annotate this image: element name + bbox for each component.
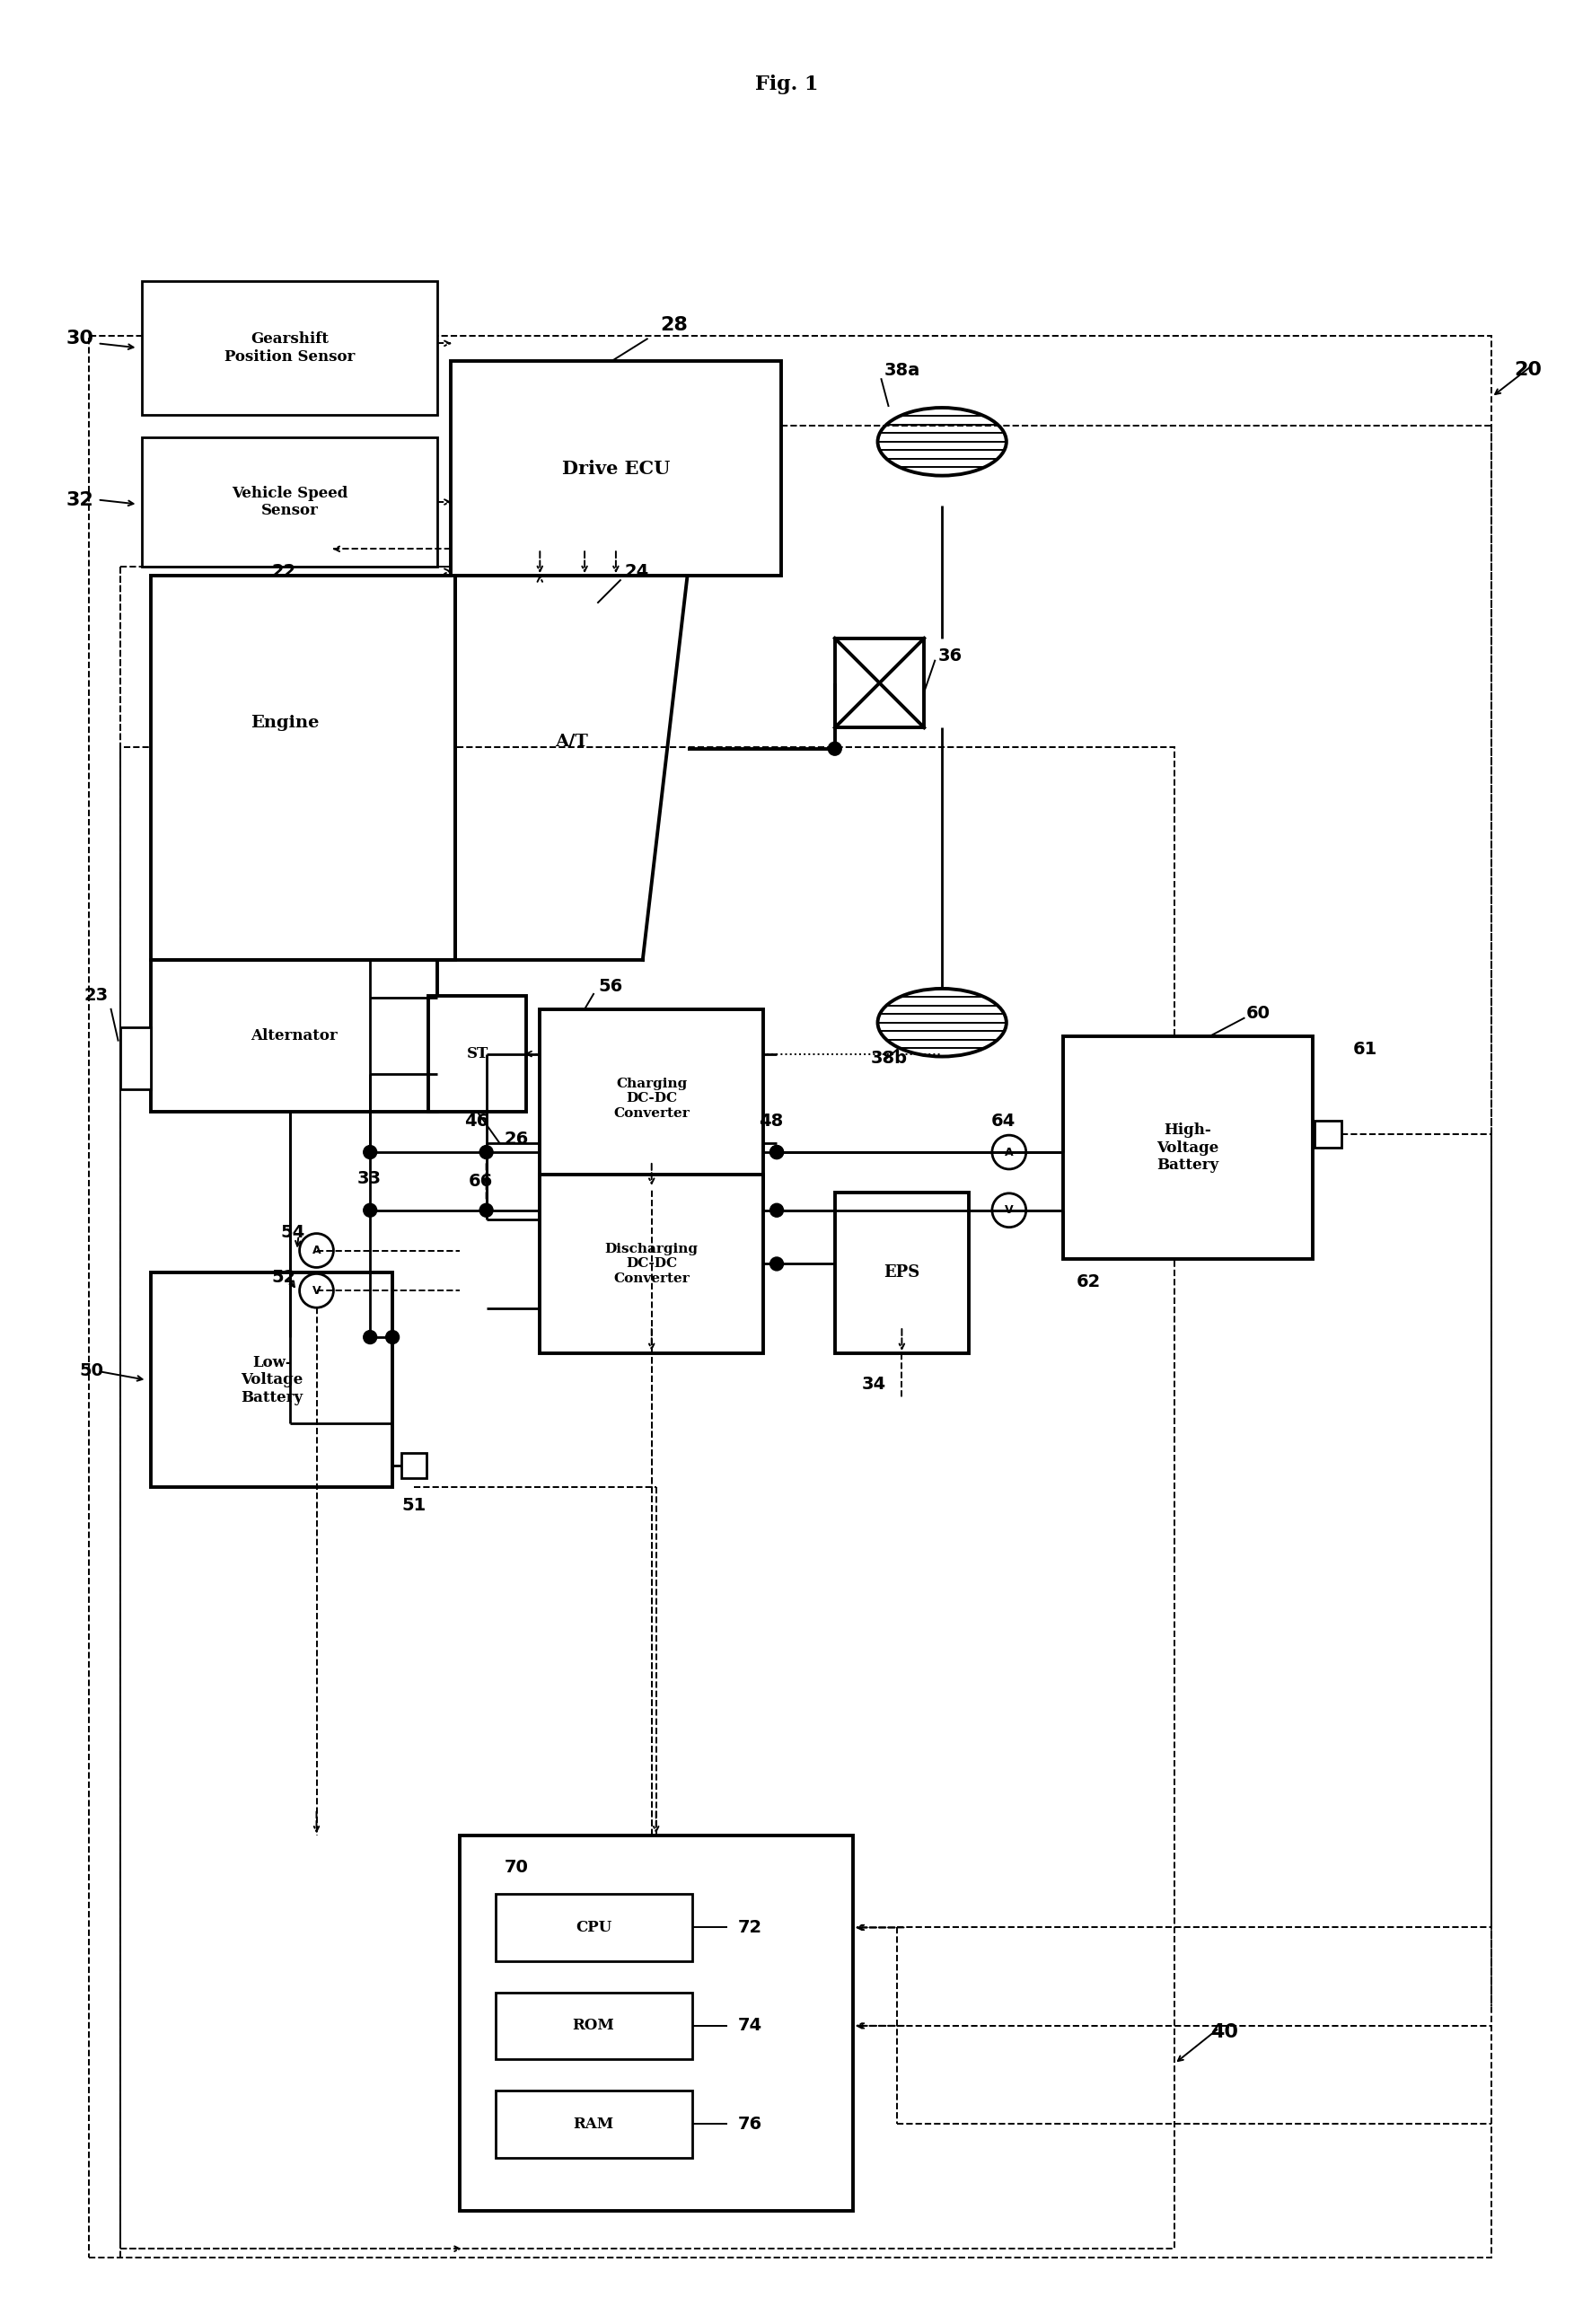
Bar	[151, 960, 438, 1111]
Bar	[401, 1452, 427, 1478]
Text: A: A	[1004, 1146, 1014, 1157]
Text: 72: 72	[738, 1920, 762, 1936]
Text: Vehicle Speed
Sensor: Vehicle Speed Sensor	[231, 486, 348, 518]
Text: A/T: A/T	[554, 732, 587, 748]
Bar	[496, 1894, 693, 1961]
Text: 22: 22	[272, 562, 296, 579]
Text: V: V	[312, 1285, 321, 1297]
Text: 64: 64	[992, 1113, 1015, 1129]
Text: 33: 33	[357, 1171, 381, 1188]
Text: 66: 66	[469, 1174, 493, 1190]
Text: Gearshift
Position Sensor: Gearshift Position Sensor	[225, 332, 356, 365]
Bar	[151, 1274, 392, 1487]
Bar	[428, 995, 527, 1111]
Text: 51: 51	[401, 1497, 427, 1513]
Text: 70: 70	[504, 1859, 529, 1875]
Circle shape	[386, 1329, 400, 1343]
Text: 54: 54	[280, 1225, 305, 1241]
Text: Engine: Engine	[250, 716, 320, 732]
Circle shape	[364, 1146, 376, 1160]
Text: 46: 46	[464, 1113, 488, 1129]
Text: Charging
DC-DC
Converter: Charging DC-DC Converter	[614, 1078, 689, 1120]
Text: 24: 24	[625, 562, 650, 579]
Bar	[142, 281, 438, 416]
Circle shape	[364, 1204, 376, 1218]
Text: V: V	[1004, 1204, 1014, 1215]
Bar	[834, 639, 924, 727]
Circle shape	[770, 1257, 784, 1271]
Bar	[151, 576, 455, 960]
Text: Fig. 1: Fig. 1	[756, 74, 818, 93]
Text: A: A	[312, 1246, 321, 1257]
Text: Alternator: Alternator	[250, 1027, 337, 1043]
Circle shape	[480, 1204, 493, 1218]
Text: 20: 20	[1514, 360, 1543, 379]
Text: CPU: CPU	[576, 1920, 612, 1936]
Text: 61: 61	[1354, 1041, 1377, 1057]
Text: 56: 56	[598, 978, 622, 995]
Text: 26: 26	[504, 1129, 529, 1148]
Bar	[1314, 1120, 1341, 1148]
Text: RAM: RAM	[573, 2117, 614, 2131]
Text: 34: 34	[861, 1376, 886, 1392]
Text: 38a: 38a	[885, 363, 921, 379]
Text: Drive ECU: Drive ECU	[562, 460, 671, 476]
Circle shape	[364, 1329, 376, 1343]
Text: 23: 23	[83, 988, 109, 1004]
Text: 40: 40	[1210, 2024, 1239, 2040]
Text: High-
Voltage
Battery: High- Voltage Battery	[1157, 1122, 1218, 1174]
Bar	[120, 1027, 151, 1090]
Text: ST: ST	[466, 1046, 488, 1062]
Circle shape	[770, 1146, 784, 1160]
Bar	[540, 1174, 763, 1353]
Circle shape	[480, 1146, 493, 1160]
Text: 38b: 38b	[870, 1050, 907, 1067]
Text: 62: 62	[1077, 1274, 1100, 1290]
Text: 30: 30	[66, 330, 94, 349]
Text: EPS: EPS	[883, 1264, 919, 1281]
Circle shape	[770, 1204, 784, 1218]
Text: 28: 28	[660, 316, 688, 335]
Text: 48: 48	[759, 1113, 784, 1129]
Text: ROM: ROM	[573, 2017, 614, 2034]
Bar	[142, 437, 438, 567]
Text: 74: 74	[738, 2017, 762, 2034]
Text: 50: 50	[80, 1362, 104, 1380]
Text: Low-
Voltage
Battery: Low- Voltage Battery	[241, 1355, 302, 1406]
Bar	[120, 748, 1174, 2250]
Ellipse shape	[878, 988, 1006, 1057]
Text: 32: 32	[66, 490, 94, 509]
Circle shape	[828, 741, 842, 755]
Bar	[460, 1836, 853, 2210]
Text: 36: 36	[938, 648, 962, 665]
Bar	[834, 1192, 970, 1353]
Text: 60: 60	[1247, 1004, 1270, 1023]
Text: Discharging
DC-DC
Converter: Discharging DC-DC Converter	[604, 1243, 699, 1285]
Bar	[450, 360, 781, 576]
Bar	[496, 2092, 693, 2157]
Bar	[540, 1009, 763, 1188]
Bar	[1062, 1037, 1313, 1260]
Text: 76: 76	[738, 2115, 762, 2133]
Ellipse shape	[878, 407, 1006, 476]
Circle shape	[770, 1146, 784, 1160]
Text: 52: 52	[272, 1269, 296, 1285]
Bar	[88, 337, 1492, 2257]
Bar	[496, 1992, 693, 2059]
